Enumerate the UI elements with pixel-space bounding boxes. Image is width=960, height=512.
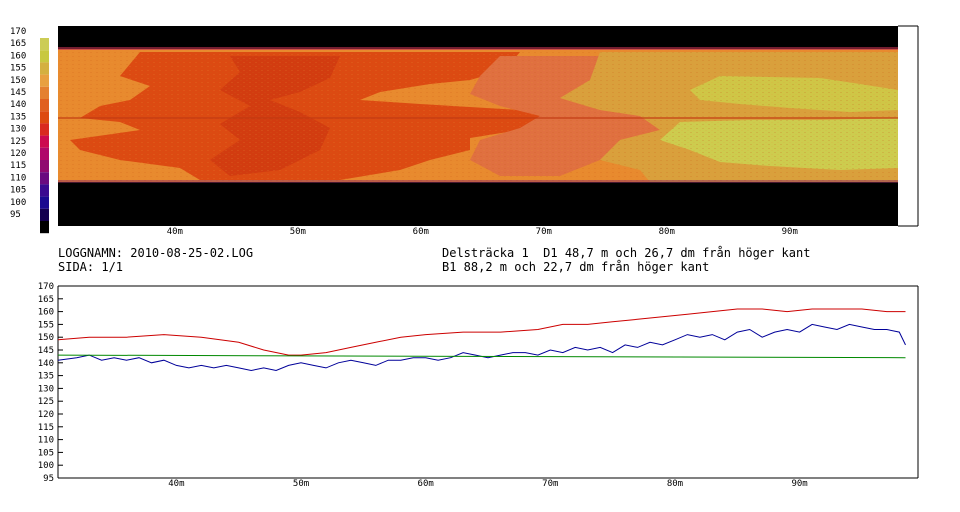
color-scale-label: 130 (10, 125, 26, 135)
line-chart-frame (57, 285, 919, 479)
color-scale-label: 115 (10, 161, 26, 171)
heatmap-x-tick-label: 70m (536, 227, 552, 237)
line-x-tick-label: 40m (168, 479, 184, 489)
heatmap-top-edge (58, 47, 898, 50)
line-series-3 (57, 354, 906, 359)
line-y-tick-label: 95 (43, 474, 54, 484)
line-x-axis: 40m 50m 60m 70m 80m 90m (168, 479, 807, 489)
color-scale-swatch (40, 184, 49, 197)
color-scale-label: 120 (10, 149, 26, 159)
color-scale-legend: 170 165 160 155 150 145 140 135 130 125 120 115 110 1… (10, 27, 49, 234)
color-scale-label: 155 (10, 64, 26, 74)
line-y-axis: 170 165 160 155 150 145 140 135 130 125 120 115 110 1… (38, 282, 63, 484)
heatmap-x-tick-label: 60m (413, 227, 429, 237)
color-scale-label: 100 (10, 198, 26, 208)
color-scale-label: 135 (10, 112, 26, 122)
color-scale-swatch (40, 135, 49, 148)
line-y-tick-label: 145 (38, 346, 54, 356)
line-y-tick-label: 120 (38, 410, 54, 420)
heatmap-frame (898, 25, 919, 227)
color-scale-label: 160 (10, 51, 26, 61)
line-x-tick-label: 90m (791, 479, 807, 489)
heatmap-x-tick-label: 50m (290, 227, 306, 237)
line-y-tick-label: 125 (38, 397, 54, 407)
line-x-tick-label: 50m (293, 479, 309, 489)
color-scale-label: 125 (10, 137, 26, 147)
color-scale-swatch (40, 160, 49, 173)
color-scale-label: 170 (10, 27, 26, 37)
line-y-tick-label: 140 (38, 359, 54, 369)
line-y-tick-label: 170 (38, 282, 54, 292)
segment-line-1: Delsträcka 1 D1 48,7 m och 26,7 dm från … (442, 246, 811, 260)
line-y-tick-label: 110 (38, 436, 54, 446)
line-x-tick-label: 70m (542, 479, 558, 489)
page-label: SIDA: 1/1 (58, 260, 124, 274)
heatmap-x-tick-label: 40m (167, 227, 183, 237)
color-scale-label: 145 (10, 88, 26, 98)
color-scale-label: 150 (10, 76, 26, 86)
line-y-tick-label: 160 (38, 308, 54, 318)
color-scale-swatch (40, 38, 49, 51)
line-x-tick-label: 60m (418, 479, 434, 489)
heatmap-chart: 170 165 160 155 150 145 140 135 130 125 120 115 110 1… (10, 25, 919, 237)
color-scale-swatch (40, 172, 49, 185)
color-scale-label: 105 (10, 186, 26, 196)
color-scale-swatch (40, 74, 49, 87)
segment-line-2: B1 88,2 m och 22,7 dm från höger kant (442, 260, 710, 274)
color-scale-swatch (40, 50, 49, 63)
color-scale-label: 165 (10, 39, 26, 49)
color-scale-swatch (40, 111, 49, 124)
log-name-label: LOGGNAMN: 2010-08-25-02.LOG (58, 246, 254, 260)
color-scale-swatch (40, 221, 49, 234)
line-y-tick-label: 130 (38, 384, 54, 394)
line-y-tick-label: 105 (38, 448, 54, 458)
line-series-2 (57, 323, 906, 372)
color-scale-swatch (40, 62, 49, 75)
color-scale-label: 110 (10, 173, 26, 183)
color-scale-swatch (40, 123, 49, 136)
line-y-tick-label: 100 (38, 461, 54, 471)
color-scale-swatch (40, 99, 49, 112)
heatmap-x-axis: 40m 50m 60m 70m 80m 90m (167, 227, 798, 237)
line-y-tick-label: 115 (38, 423, 54, 433)
line-y-tick-label: 135 (38, 372, 54, 382)
color-scale-label: 95 (10, 210, 21, 220)
color-scale-swatch (40, 147, 49, 160)
line-series-1 (57, 308, 906, 356)
line-y-tick-label: 155 (38, 320, 54, 330)
heatmap-x-tick-label: 90m (782, 227, 798, 237)
color-scale-label: 140 (10, 100, 26, 110)
color-scale-swatch (40, 86, 49, 99)
heatmap-x-tick-label: 80m (659, 227, 675, 237)
color-scale-swatch (40, 196, 49, 209)
line-series-group (57, 308, 906, 372)
heatmap-plot-area (58, 26, 898, 226)
heatmap-bottom-edge (58, 180, 898, 183)
heatmap-texture (58, 49, 898, 182)
line-y-tick-label: 165 (38, 295, 54, 305)
line-x-tick-label: 80m (667, 479, 683, 489)
line-y-tick-label: 150 (38, 333, 54, 343)
color-scale-swatch (40, 208, 49, 221)
